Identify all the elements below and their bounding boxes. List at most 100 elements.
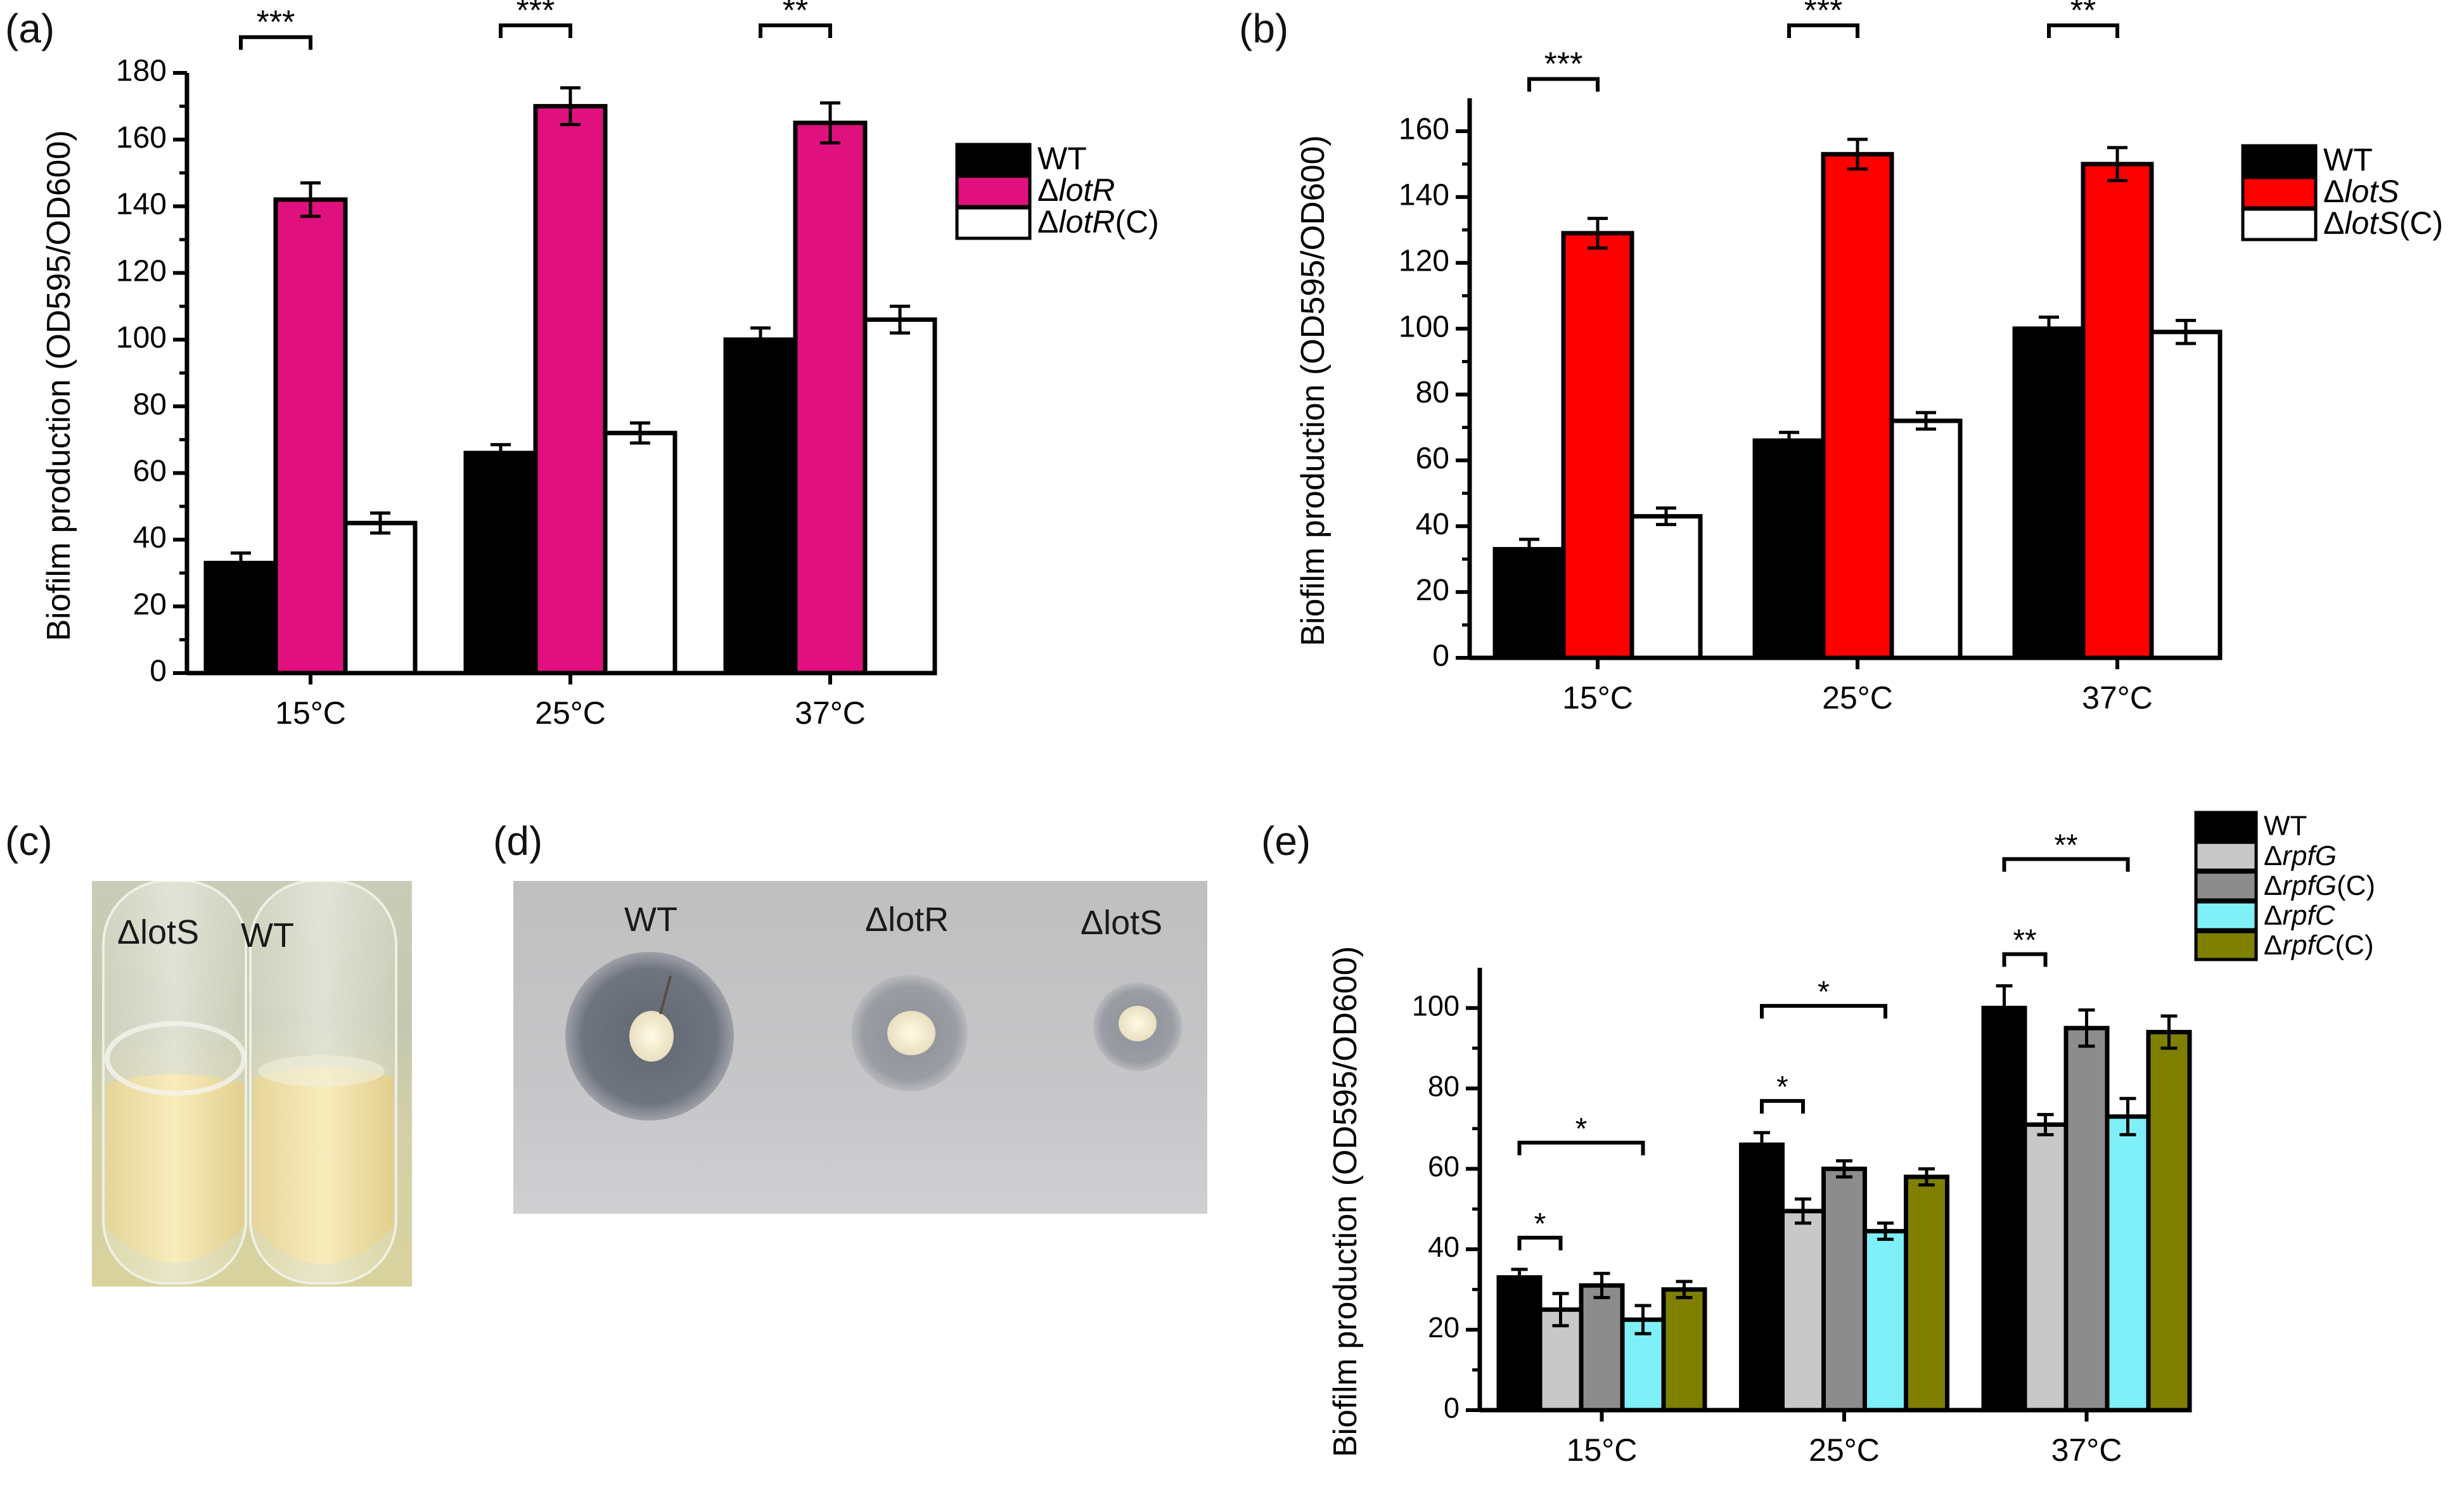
bar — [463, 451, 538, 676]
legend-swatch — [2241, 144, 2318, 178]
y-tick-label: 60 — [1428, 1150, 1460, 1183]
y-tick-label: 20 — [133, 588, 167, 621]
y-tick-label: 80 — [1416, 376, 1449, 409]
significance-bracket — [1517, 1140, 1645, 1155]
legend-label: WT — [2264, 811, 2307, 842]
legend-label: ΔlotR(C) — [1037, 204, 1159, 240]
legend-swatch — [2194, 870, 2258, 902]
legend-swatch — [955, 206, 1032, 240]
bar — [1981, 1005, 2027, 1413]
y-tick-label: 60 — [1416, 442, 1449, 475]
legend-swatch — [2241, 207, 2318, 241]
significance-label: *** — [1544, 46, 1583, 83]
x-category-label: 15°C — [275, 695, 346, 731]
bar — [793, 120, 868, 676]
bar — [2081, 162, 2154, 660]
y-axis-label: Biofilm production (OD595/OD600) — [1295, 135, 1331, 646]
chart-b: 0 20 40 60 80 100 120 140 160 Biofilm production … — [1295, 0, 2443, 716]
y-axis-label: Biofilm production (OD595/OD600) — [41, 130, 77, 641]
legend-label: ΔlotS — [2323, 174, 2399, 209]
legend-label: ΔrpfC(C) — [2264, 930, 2374, 961]
legend-label: ΔrpfG — [2264, 840, 2337, 871]
chart-e: 0 20 40 60 80 100 Biofilm production (OD595/OD… — [1327, 811, 2375, 1468]
significance-bracket — [1517, 1235, 1563, 1250]
bar — [2146, 1030, 2192, 1413]
bar — [2149, 330, 2223, 660]
significance-bracket — [2047, 23, 2119, 38]
panel-label-c: (c) — [5, 818, 53, 864]
bar — [273, 197, 348, 676]
significance-label: *** — [1804, 0, 1843, 29]
x-category-label: 25°C — [535, 695, 606, 731]
tubes-illustration — [102, 881, 397, 1285]
panel-label-b: (b) — [1239, 6, 1289, 51]
legend-swatch — [955, 174, 1032, 209]
bar — [203, 560, 278, 676]
bar — [603, 430, 677, 676]
legend-swatch — [2194, 840, 2258, 872]
significance-label: * — [1575, 1112, 1588, 1146]
plate-illustration — [565, 952, 1182, 1121]
photo-c-tubes: ΔlotS WT — [92, 881, 412, 1287]
y-tick-label: 140 — [116, 188, 167, 221]
panel-label-a: (a) — [5, 6, 55, 51]
y-tick-label: 140 — [1399, 178, 1449, 212]
bar — [1739, 1142, 1785, 1413]
significance-label: * — [1534, 1207, 1546, 1241]
legend-label: ΔrpfG(C) — [2264, 870, 2375, 901]
bar — [1629, 514, 1703, 660]
chart-a: 0 20 40 60 80 100 120 140 160 180 Biofilm producti… — [41, 0, 1159, 731]
significance-label: *** — [257, 4, 295, 41]
tube-label-wt: WT — [241, 916, 294, 954]
y-tick-label: 20 — [1416, 574, 1449, 607]
bar — [2022, 1122, 2069, 1413]
bar — [1492, 547, 1566, 660]
x-category-label: 15°C — [1567, 1432, 1638, 1468]
significance-bracket — [239, 35, 312, 50]
y-tick-label: 0 — [1444, 1392, 1460, 1424]
significance-bracket — [1527, 77, 1600, 92]
colony-label-lotr: ΔlotR — [865, 901, 949, 939]
x-category-label: 37°C — [2051, 1432, 2122, 1468]
significance-label: ** — [2070, 0, 2096, 29]
bar — [1661, 1287, 1707, 1413]
colony-label-lots: ΔlotS — [1081, 904, 1163, 942]
bar — [1579, 1283, 1625, 1413]
bar — [1496, 1275, 1543, 1413]
y-tick-label: 100 — [1399, 310, 1449, 344]
significance-bracket — [1760, 1099, 1805, 1114]
significance-label: ** — [2013, 924, 2036, 958]
significance-bracket — [2002, 952, 2048, 967]
bar — [2012, 326, 2086, 660]
photo-d-plate: WT ΔlotR ΔlotS — [513, 881, 1207, 1214]
significance-label: ** — [2054, 829, 2077, 863]
y-tick-label: 120 — [116, 254, 167, 288]
bar — [2063, 1025, 2110, 1413]
x-category-label: 25°C — [1809, 1432, 1880, 1468]
bar — [723, 337, 798, 676]
tube-label-lots: ΔlotS — [117, 913, 200, 951]
bar — [863, 317, 937, 676]
y-tick-label: 80 — [1428, 1070, 1460, 1102]
legend-label: ΔrpfC — [2264, 900, 2336, 931]
y-tick-label: 120 — [1399, 244, 1449, 278]
bar — [1780, 1209, 1826, 1413]
bar — [1863, 1229, 1908, 1413]
legend-label: WT — [2323, 142, 2373, 177]
y-tick-label: 100 — [1412, 989, 1460, 1022]
bar — [1821, 151, 1894, 660]
y-tick-label: 40 — [1428, 1231, 1460, 1263]
significance-bracket — [759, 23, 832, 38]
y-tick-label: 20 — [1428, 1311, 1460, 1344]
y-tick-label: 180 — [116, 55, 167, 88]
bar — [343, 520, 418, 676]
bar — [2105, 1114, 2151, 1413]
y-tick-label: 0 — [150, 655, 167, 688]
x-category-label: 15°C — [1562, 680, 1633, 716]
legend-label: ΔlotR — [1037, 172, 1115, 208]
legend-swatch — [2194, 811, 2258, 842]
panel-label-d: (d) — [493, 818, 543, 864]
legend-label: ΔlotS(C) — [2323, 205, 2443, 241]
legend-swatch — [2194, 930, 2258, 961]
bar — [1752, 438, 1826, 660]
